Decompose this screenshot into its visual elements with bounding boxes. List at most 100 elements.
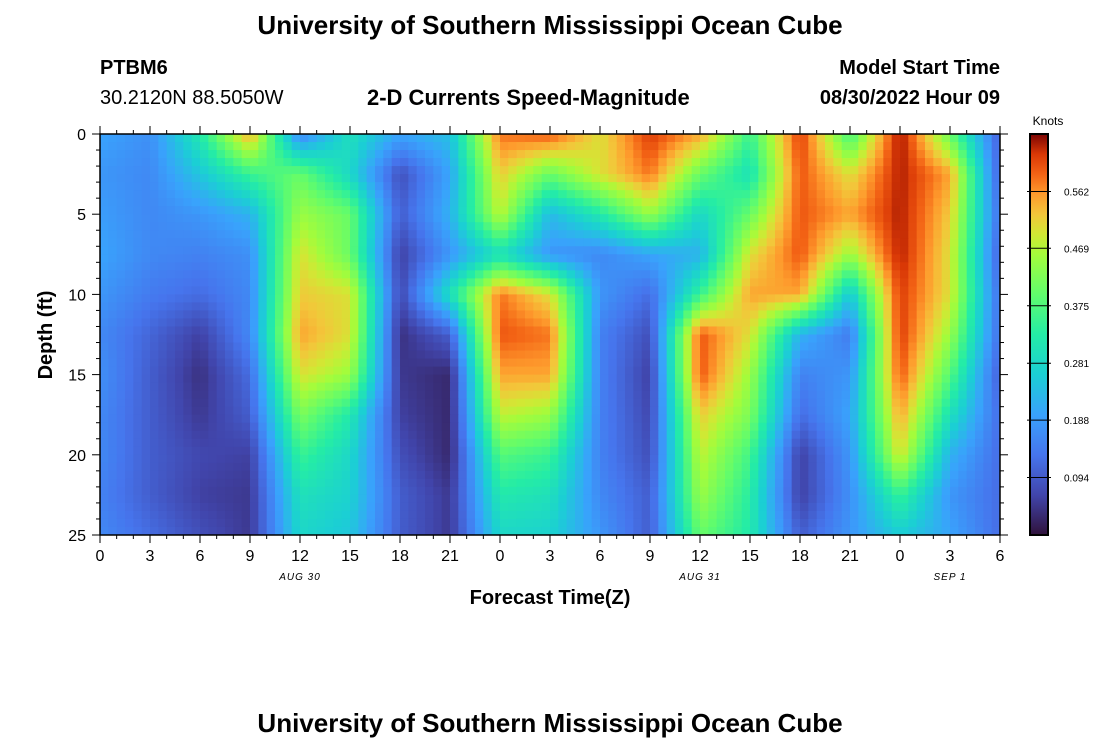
heatmap-cell bbox=[250, 382, 259, 392]
heatmap-cell bbox=[300, 214, 309, 223]
heatmap-cell bbox=[858, 358, 868, 368]
heatmap-cell bbox=[300, 494, 309, 504]
heatmap-cell bbox=[283, 398, 293, 408]
heatmap-cell bbox=[225, 142, 234, 151]
heatmap-cell bbox=[791, 422, 801, 432]
heatmap-cell bbox=[783, 350, 793, 360]
heatmap-cell bbox=[975, 326, 984, 336]
heatmap-cell bbox=[475, 142, 484, 151]
heatmap-cell bbox=[583, 462, 593, 472]
heatmap-cell bbox=[758, 206, 768, 215]
heatmap-cell bbox=[333, 366, 343, 376]
heatmap-cell bbox=[650, 166, 659, 175]
heatmap-cell bbox=[275, 222, 284, 231]
heatmap-cell bbox=[800, 358, 809, 368]
heatmap-cell bbox=[716, 294, 726, 304]
heatmap-cell bbox=[183, 206, 193, 215]
heatmap-cell bbox=[241, 446, 251, 456]
heatmap-cell bbox=[650, 358, 659, 368]
heatmap-cell bbox=[433, 446, 443, 456]
heatmap-cell bbox=[550, 166, 559, 175]
heatmap-cell bbox=[316, 158, 326, 167]
heatmap-cell bbox=[950, 166, 959, 175]
heatmap-cell bbox=[775, 358, 784, 368]
heatmap-cell bbox=[725, 486, 734, 496]
heatmap-cell bbox=[725, 358, 734, 368]
heatmap-cell bbox=[108, 422, 118, 432]
heatmap-cell bbox=[741, 478, 751, 488]
heatmap-cell bbox=[525, 182, 534, 191]
heatmap-cell bbox=[966, 222, 976, 231]
heatmap-cell bbox=[625, 438, 634, 448]
heatmap-cell bbox=[116, 198, 126, 207]
heatmap-cell bbox=[516, 166, 526, 175]
heatmap-cell bbox=[533, 134, 543, 143]
heatmap-cell bbox=[916, 358, 926, 368]
heatmap-cell bbox=[791, 158, 801, 167]
heatmap-cell bbox=[333, 254, 343, 263]
heatmap-cell bbox=[825, 270, 834, 279]
heatmap-cell bbox=[441, 334, 451, 344]
heatmap-cell bbox=[633, 494, 643, 504]
heatmap-cell bbox=[450, 182, 459, 191]
heatmap-cell bbox=[766, 262, 776, 271]
heatmap-cell bbox=[541, 230, 551, 239]
heatmap-cell bbox=[166, 438, 176, 448]
heatmap-cell bbox=[300, 302, 309, 312]
heatmap-cell bbox=[733, 422, 743, 432]
heatmap-cell bbox=[125, 406, 134, 416]
heatmap-cell bbox=[458, 214, 468, 223]
heatmap-cell bbox=[708, 470, 718, 480]
heatmap-cell bbox=[875, 238, 884, 247]
heatmap-cell bbox=[316, 142, 326, 151]
heatmap-cell bbox=[558, 430, 568, 440]
heatmap-cell bbox=[950, 310, 959, 320]
heatmap-cell bbox=[341, 374, 351, 384]
heatmap-cell bbox=[400, 150, 409, 159]
heatmap-cell bbox=[525, 222, 534, 231]
heatmap-cell bbox=[708, 350, 718, 360]
heatmap-cell bbox=[300, 262, 309, 271]
heatmap-cell bbox=[758, 134, 768, 143]
heatmap-cell bbox=[775, 414, 784, 424]
heatmap-cell bbox=[675, 246, 684, 255]
heatmap-cell bbox=[516, 302, 526, 312]
heatmap-cell bbox=[850, 486, 859, 496]
heatmap-cell bbox=[225, 318, 234, 328]
heatmap-cell bbox=[916, 446, 926, 456]
heatmap-cell bbox=[725, 302, 734, 312]
heatmap-cell bbox=[800, 390, 809, 400]
heatmap-cell bbox=[541, 422, 551, 432]
heatmap-cell bbox=[216, 374, 226, 384]
heatmap-cell bbox=[366, 326, 376, 336]
heatmap-cell bbox=[150, 238, 159, 247]
heatmap-cell bbox=[300, 270, 309, 279]
heatmap-cell bbox=[691, 470, 701, 480]
heatmap-cell bbox=[925, 454, 934, 464]
heatmap-cell bbox=[883, 334, 893, 344]
heatmap-cell bbox=[808, 342, 818, 352]
heatmap-cell bbox=[758, 150, 768, 159]
heatmap-cell bbox=[616, 478, 626, 488]
heatmap-cell bbox=[650, 142, 659, 151]
heatmap-cell bbox=[241, 150, 251, 159]
heatmap-cell bbox=[125, 478, 134, 488]
heatmap-cell bbox=[916, 142, 926, 151]
heatmap-cell bbox=[966, 318, 976, 328]
heatmap-cell bbox=[558, 358, 568, 368]
heatmap-cell bbox=[175, 310, 184, 320]
heatmap-cell bbox=[666, 358, 676, 368]
heatmap-cell bbox=[866, 390, 876, 400]
heatmap-cell bbox=[475, 222, 484, 231]
heatmap-cell bbox=[916, 382, 926, 392]
heatmap-cell bbox=[875, 374, 884, 384]
heatmap-cell bbox=[891, 182, 901, 191]
heatmap-cell bbox=[216, 270, 226, 279]
heatmap-cell bbox=[933, 438, 943, 448]
heatmap-cell bbox=[516, 350, 526, 360]
heatmap-cell bbox=[425, 486, 434, 496]
heatmap-cell bbox=[641, 462, 651, 472]
heatmap-cell bbox=[133, 470, 143, 480]
heatmap-cell bbox=[441, 278, 451, 287]
heatmap-cell bbox=[800, 430, 809, 440]
